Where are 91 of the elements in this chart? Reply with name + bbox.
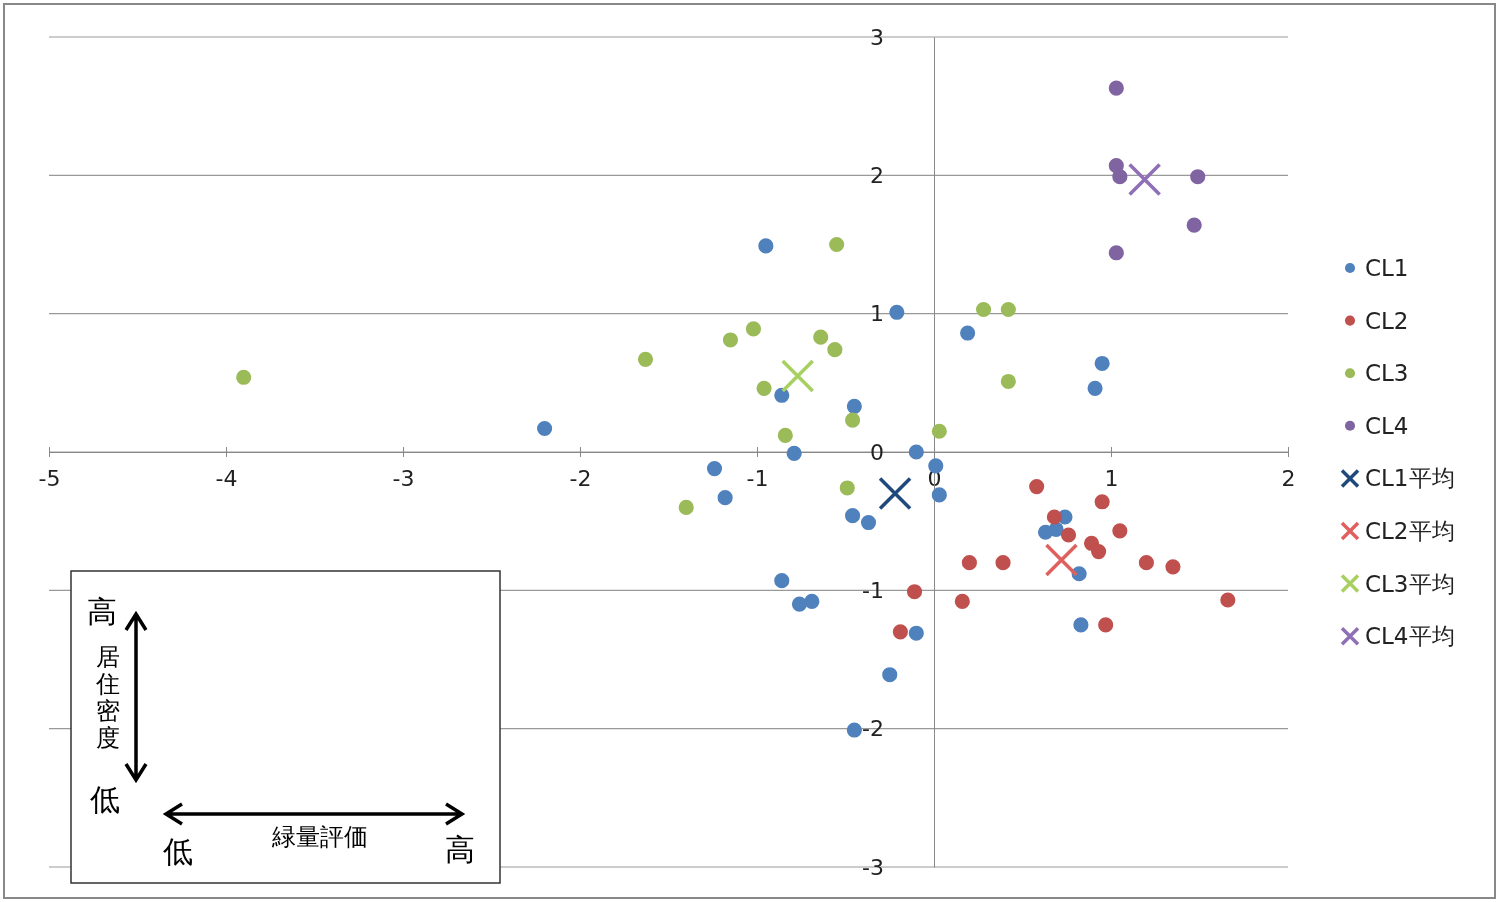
point — [960, 325, 976, 341]
point — [1112, 169, 1128, 185]
legend-label: CL3 — [1365, 360, 1409, 387]
annotation: 高 — [87, 594, 117, 629]
point — [804, 593, 820, 609]
point — [995, 555, 1011, 571]
point — [1087, 380, 1103, 396]
y-tick-label: 3 — [870, 24, 884, 50]
point — [758, 238, 774, 254]
point — [774, 573, 790, 589]
point — [706, 461, 723, 477]
point — [845, 412, 861, 428]
point — [1073, 617, 1089, 633]
point — [829, 236, 845, 253]
point — [908, 444, 924, 460]
point — [845, 508, 861, 524]
point — [846, 398, 862, 414]
point — [786, 445, 802, 461]
point — [889, 304, 905, 320]
point — [975, 301, 992, 318]
point — [745, 321, 762, 337]
point — [860, 515, 877, 531]
legend-label: CL4 — [1365, 412, 1409, 439]
point — [931, 487, 947, 503]
point — [839, 480, 855, 496]
point — [1046, 509, 1062, 525]
point — [954, 593, 970, 609]
point — [537, 420, 553, 437]
legend-label: CL1 — [1365, 255, 1409, 281]
point — [906, 584, 923, 600]
legend-label: CL4平均 — [1365, 623, 1455, 650]
point — [878, 476, 912, 511]
point — [1186, 217, 1202, 233]
point — [1112, 523, 1128, 539]
point — [1037, 524, 1054, 540]
point — [756, 380, 772, 396]
point — [1029, 479, 1045, 495]
point — [1098, 617, 1114, 633]
y-tick-label: -1 — [862, 577, 884, 603]
point — [1000, 373, 1016, 389]
y-tick-label: 1 — [870, 301, 884, 327]
point — [1000, 301, 1016, 318]
point — [1060, 527, 1077, 543]
point — [1127, 162, 1162, 197]
point — [1190, 169, 1206, 185]
point — [722, 332, 739, 348]
x-tick-label: -1 — [746, 466, 769, 492]
y-tick-label: 0 — [870, 439, 884, 465]
point — [813, 329, 829, 345]
annotation: 高 — [445, 832, 475, 867]
y-tick-label: -2 — [862, 716, 884, 742]
annotation: 居住密度 — [95, 643, 120, 752]
x-tick-label: 1 — [1104, 466, 1119, 492]
point — [1044, 543, 1079, 577]
point — [961, 555, 977, 571]
point — [717, 490, 733, 506]
point — [1091, 544, 1107, 560]
x-tick-label: 2 — [1281, 466, 1296, 492]
point — [1108, 80, 1124, 96]
point — [637, 351, 654, 367]
point — [678, 499, 694, 515]
y-tick-label: 2 — [870, 162, 884, 188]
legend-label: CL2 — [1365, 307, 1409, 334]
point — [892, 624, 908, 640]
annotation: 低 — [90, 782, 120, 817]
point — [1220, 592, 1236, 608]
annotation: 低 — [163, 834, 193, 869]
point — [827, 342, 843, 358]
point — [1094, 355, 1110, 372]
x-tick-label: -2 — [569, 466, 592, 492]
point — [882, 667, 898, 683]
x-tick-label: -5 — [38, 466, 61, 492]
legend-label: CL1平均 — [1365, 465, 1455, 492]
point — [1094, 494, 1110, 510]
legend-label: CL3平均 — [1365, 570, 1455, 597]
legend-label: CL2平均 — [1365, 518, 1455, 544]
x-tick-label: -3 — [392, 466, 415, 492]
point — [774, 387, 790, 403]
point — [1165, 559, 1181, 575]
point — [236, 369, 252, 385]
point — [1138, 555, 1154, 571]
point — [846, 722, 862, 738]
point — [780, 359, 815, 393]
point — [777, 427, 793, 443]
point — [908, 625, 924, 641]
point — [791, 596, 808, 612]
point — [931, 423, 947, 439]
point — [1108, 245, 1124, 261]
y-tick-label: -3 — [862, 854, 884, 880]
x-tick-label: -4 — [215, 466, 238, 492]
annotation: 緑量評価 — [271, 823, 368, 851]
